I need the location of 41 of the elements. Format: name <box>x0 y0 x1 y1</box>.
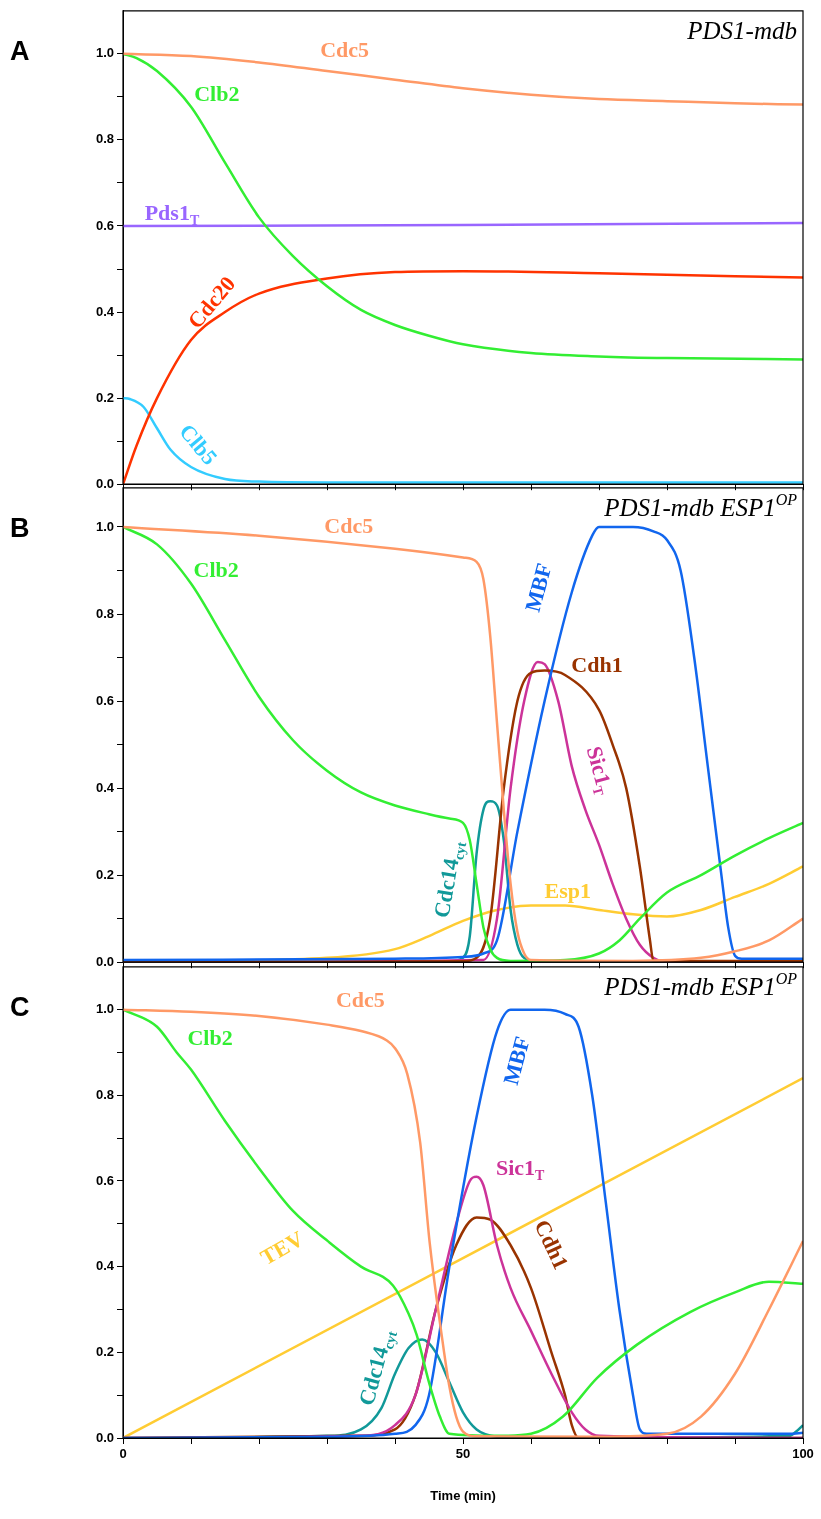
x-tick-label: 50 <box>455 1446 471 1462</box>
y-tick-label: 1.0 <box>95 45 114 61</box>
y-tick-label: 1.0 <box>95 518 114 534</box>
y-tick-label: 0.4 <box>95 779 115 795</box>
series-label: Cdh1 <box>571 651 623 677</box>
y-tick-label: 1.0 <box>95 1001 114 1017</box>
series-label: Clb2 <box>193 557 239 583</box>
y-tick-label: 0.6 <box>95 692 114 708</box>
y-tick-label: 0.4 <box>95 1258 115 1274</box>
y-tick-label: 0.8 <box>95 1086 114 1102</box>
x-tick-label: 0 <box>119 1446 127 1462</box>
y-tick-label: 0.4 <box>95 303 115 319</box>
chart-title: PDS1-mdb <box>686 17 798 45</box>
text: Sic1T <box>581 743 616 799</box>
y-tick-label: 0.8 <box>95 131 114 147</box>
series-label: Esp1 <box>544 878 591 904</box>
series-label: Cdc5 <box>320 36 370 62</box>
text: Cdh1 <box>529 1215 574 1274</box>
y-tick-label: 0.2 <box>95 866 114 882</box>
y-tick-label: 0.6 <box>95 217 114 233</box>
text: A <box>10 36 30 67</box>
y-tick-label: 0.6 <box>95 1172 114 1188</box>
series-label: Clb2 <box>194 80 240 106</box>
text: C <box>10 992 30 1023</box>
series-label: Cdc5 <box>335 986 385 1012</box>
text: Cdc14cyt <box>428 840 470 920</box>
y-tick-label: 0.0 <box>95 475 114 491</box>
text: MBF <box>519 560 557 615</box>
x-tick-label: 100 <box>792 1446 814 1462</box>
y-tick-label: 0.0 <box>95 1429 114 1445</box>
y-tick-label: 0.8 <box>95 605 114 621</box>
x-axis-title: Time (min) <box>430 1487 496 1503</box>
text: MBF <box>497 1033 535 1088</box>
series-label: Cdc5 <box>324 512 374 538</box>
y-tick-label: 0.0 <box>95 953 114 969</box>
text: B <box>10 513 30 544</box>
text: Cdc14cyt <box>353 1329 401 1409</box>
y-tick-label: 0.2 <box>95 389 114 405</box>
text: TEV <box>256 1225 308 1271</box>
y-tick-label: 0.2 <box>95 1343 114 1359</box>
series-label: Clb2 <box>187 1025 233 1051</box>
